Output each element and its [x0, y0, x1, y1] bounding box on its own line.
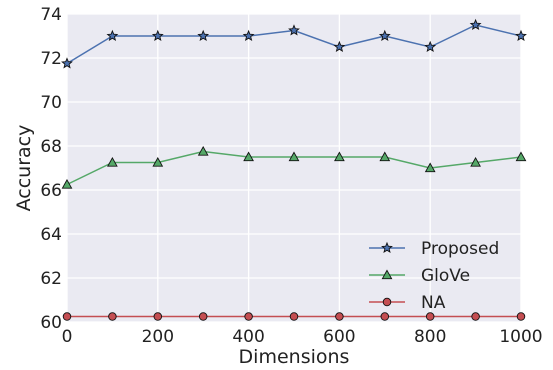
legend-label-proposed: Proposed [421, 239, 499, 259]
y-tick-label: 62 [40, 269, 62, 289]
legend-marker-glove [381, 269, 393, 280]
x-tick-label: 800 [414, 327, 446, 347]
data-point-glove [288, 151, 300, 162]
grid-lines [66, 13, 522, 323]
data-point-glove [379, 151, 391, 162]
data-point-na [335, 312, 344, 321]
x-tick-label: 400 [232, 327, 264, 347]
x-tick-label: 600 [323, 327, 355, 347]
data-point-glove [515, 151, 527, 162]
series-na [62, 312, 526, 321]
data-point-proposed [424, 40, 437, 53]
x-axis-ticks: 0 200 400 600 800 1000 [62, 327, 543, 347]
data-point-na [289, 312, 299, 321]
data-point-glove [197, 145, 209, 156]
series-proposed [61, 18, 527, 69]
data-point-proposed [106, 29, 119, 42]
data-point-na [153, 312, 163, 321]
data-point-na [471, 312, 480, 321]
data-point-proposed [151, 29, 164, 42]
data-point-proposed [378, 29, 391, 42]
y-tick-label: 66 [40, 181, 62, 201]
y-tick-label: 60 [40, 313, 62, 333]
data-point-proposed [515, 29, 527, 42]
data-point-glove [243, 151, 254, 162]
data-point-proposed [61, 57, 73, 69]
data-point-proposed [288, 24, 300, 36]
legend-marker-proposed [381, 241, 393, 254]
y-tick-label: 68 [40, 137, 62, 157]
series-glove [61, 145, 527, 189]
x-axis-label: Dimensions [239, 346, 350, 368]
x-tick-label: 200 [142, 327, 174, 347]
data-point-glove [61, 178, 73, 189]
data-point-glove [334, 151, 345, 162]
legend: Proposed GloVe NA [369, 239, 499, 313]
y-tick-label: 70 [40, 93, 62, 113]
data-point-proposed [469, 18, 482, 31]
series-layer [61, 18, 527, 321]
x-tick-label: 1000 [499, 327, 542, 347]
data-point-glove [470, 156, 481, 167]
y-tick-label: 64 [40, 225, 62, 245]
data-point-na [380, 312, 390, 321]
plot-area [67, 14, 521, 322]
legend-label-glove: GloVe [421, 266, 470, 286]
data-point-glove [424, 162, 436, 173]
legend-label-na: NA [421, 293, 446, 313]
legend-marker-na [382, 297, 392, 307]
data-point-na [425, 312, 435, 321]
data-point-na [244, 312, 253, 321]
data-point-proposed [333, 40, 346, 53]
data-point-proposed [242, 29, 255, 42]
y-tick-label: 72 [40, 49, 62, 69]
y-axis-ticks: 60 62 64 66 68 70 72 74 [40, 5, 62, 333]
data-point-na [198, 312, 208, 321]
data-point-proposed [197, 29, 210, 42]
y-axis-label: Accuracy [13, 125, 35, 212]
data-point-glove [107, 156, 118, 167]
x-tick-label: 0 [62, 327, 73, 347]
data-point-na [108, 312, 117, 321]
data-point-glove [152, 156, 164, 167]
data-point-na [62, 312, 72, 321]
data-point-na [516, 312, 526, 321]
y-tick-label: 74 [40, 5, 62, 25]
